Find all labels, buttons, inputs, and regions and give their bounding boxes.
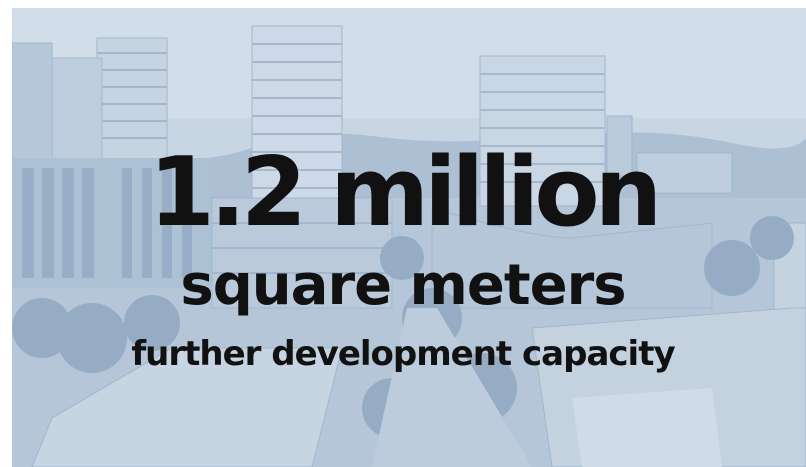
background-photo [12,8,806,467]
headline-caption: further development capacity [131,334,675,374]
city-aerial-illustration [12,8,806,467]
headline-unit: square meters [180,253,626,318]
headline-figure: 1.2 million [148,138,663,248]
